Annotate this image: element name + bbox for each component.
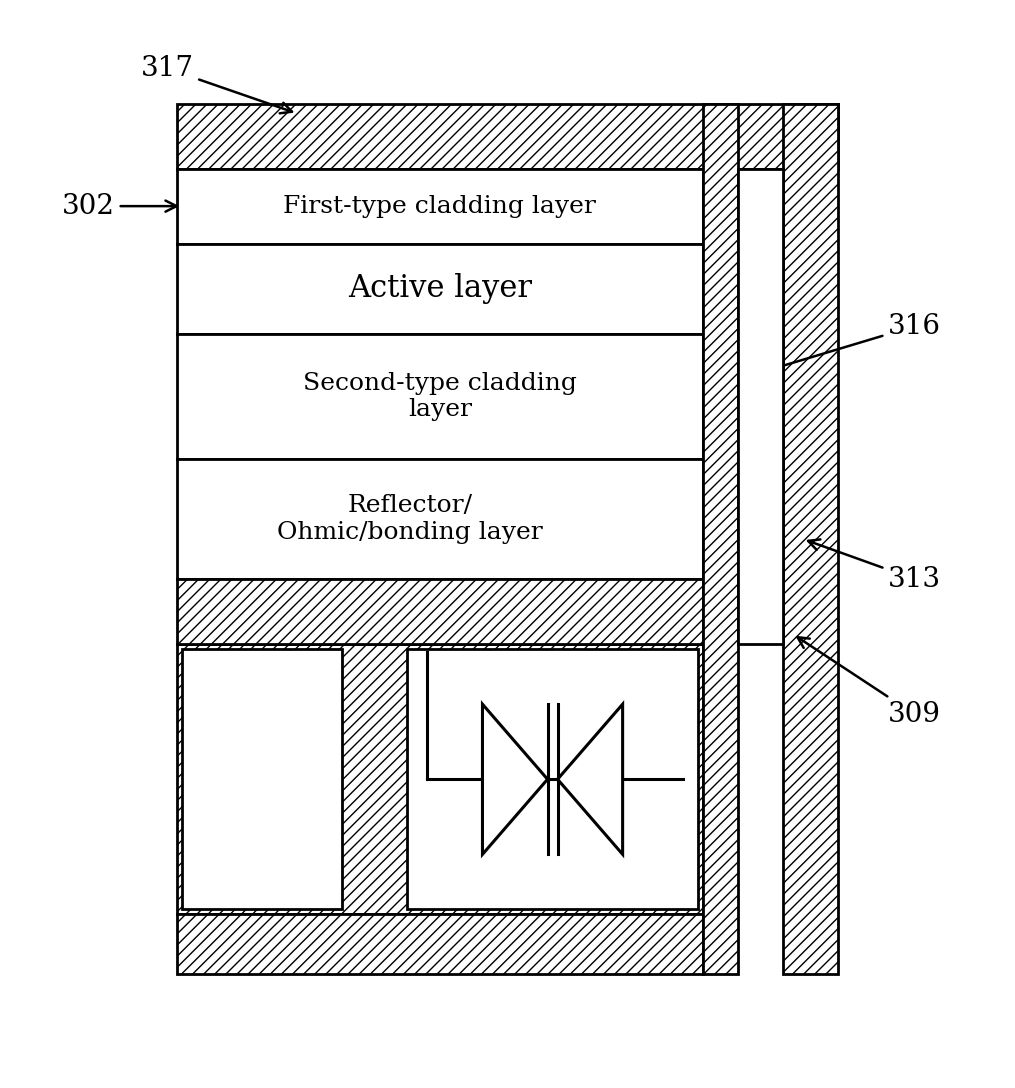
Bar (178, 914, 702, 975)
Bar (178, 459, 702, 579)
Text: Active layer: Active layer (348, 273, 532, 305)
Text: 317: 317 (140, 55, 292, 113)
Bar (178, 244, 702, 334)
Bar (178, 103, 837, 169)
Bar (178, 334, 702, 459)
Text: First-type cladding layer: First-type cladding layer (283, 195, 597, 218)
Text: Reflector/
Ohmic/bonding layer: Reflector/ Ohmic/bonding layer (277, 494, 543, 544)
Bar (783, 103, 837, 975)
Bar (407, 650, 697, 910)
Bar (178, 579, 702, 644)
Bar (178, 644, 702, 914)
Text: Second-type cladding
layer: Second-type cladding layer (303, 371, 577, 421)
Text: 309: 309 (798, 638, 941, 728)
Bar (738, 169, 783, 644)
Text: 316: 316 (753, 312, 941, 376)
Bar (702, 103, 738, 975)
Text: 313: 313 (808, 540, 941, 593)
Text: 302: 302 (62, 193, 177, 220)
Bar (182, 650, 342, 910)
Bar (178, 169, 702, 244)
